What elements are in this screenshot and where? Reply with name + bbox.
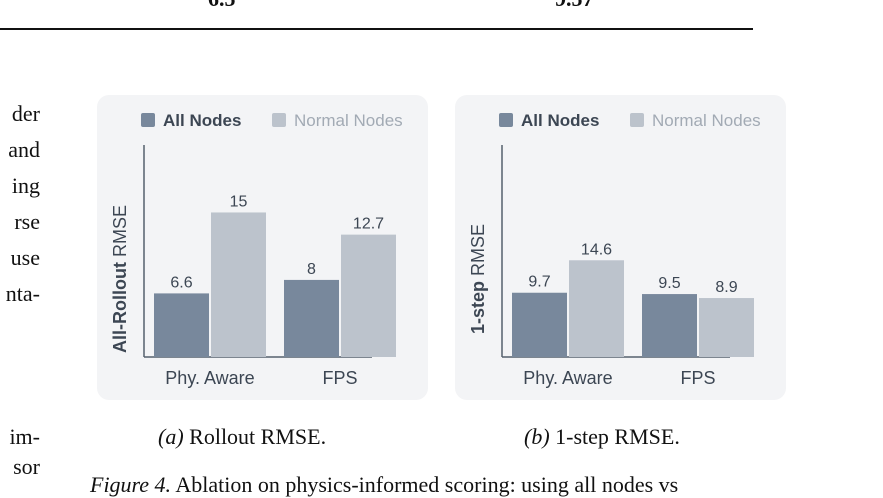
legend-swatch-all-nodes xyxy=(141,113,155,127)
body-line: ing xyxy=(11,173,40,198)
subcaption-a: (a) Rollout RMSE. xyxy=(158,424,326,450)
chart-rollout: All Nodes Normal Nodes All-Rollout RMSE 6.6… xyxy=(110,111,403,388)
data-label: 14.6 xyxy=(581,241,612,258)
subcaption-b-text: 1-step RMSE. xyxy=(549,424,680,449)
legend-label-all-nodes: All Nodes xyxy=(521,111,599,130)
chart-1step: All Nodes Normal Nodes 1-step RMSE 9.7 14.6 P… xyxy=(468,111,761,388)
bar-all-nodes-fps xyxy=(642,294,697,357)
legend: All Nodes Normal Nodes xyxy=(499,111,761,130)
bar-normal-nodes-phy-aware xyxy=(569,260,624,357)
legend-label-normal-nodes: Normal Nodes xyxy=(294,111,403,130)
bar-all-nodes-phy-aware xyxy=(512,292,567,357)
data-label: 9.5 xyxy=(658,275,680,292)
body-text-fragment-upper: der and ing rse use nta- xyxy=(0,96,40,312)
body-line: rse xyxy=(14,209,40,234)
body-text-fragment-lower: im- sor xyxy=(0,422,40,482)
body-line: and xyxy=(8,137,40,162)
bar-normal-nodes-fps xyxy=(699,298,754,357)
data-label: 8.9 xyxy=(715,279,737,296)
bar-normal-nodes-phy-aware xyxy=(211,212,266,357)
data-label: 15 xyxy=(230,193,248,210)
data-label: 9.7 xyxy=(528,274,550,291)
legend-swatch-normal-nodes xyxy=(630,113,644,127)
table-bottom-rule xyxy=(0,28,753,30)
body-line: nta- xyxy=(5,281,40,306)
legend-swatch-normal-nodes xyxy=(272,113,286,127)
data-label: 8 xyxy=(307,261,316,278)
body-line: sor xyxy=(13,454,40,479)
x-tick-label: FPS xyxy=(680,368,715,388)
data-label: 6.6 xyxy=(170,274,192,291)
bar-all-nodes-phy-aware xyxy=(154,293,209,357)
legend-label-all-nodes: All Nodes xyxy=(163,111,241,130)
body-line: der xyxy=(11,101,40,126)
data-label: 12.7 xyxy=(353,216,384,233)
figure-caption: Figure 4. Ablation on physics-informed s… xyxy=(90,472,678,498)
table-value-left: 6.5 xyxy=(208,0,236,10)
y-axis-label: 1-step RMSE xyxy=(468,224,488,334)
legend: All Nodes Normal Nodes xyxy=(141,111,403,130)
chart-panel-rollout: All Nodes Normal Nodes All-Rollout RMSE 6.6… xyxy=(97,95,428,400)
subcaption-a-text: Rollout RMSE. xyxy=(183,424,327,449)
body-line: use xyxy=(10,245,40,270)
x-tick-label: Phy. Aware xyxy=(165,368,254,388)
y-axis-label: All-Rollout RMSE xyxy=(110,205,130,353)
body-line: im- xyxy=(9,424,40,449)
legend-swatch-all-nodes xyxy=(499,113,513,127)
table-value-right: 9.57 xyxy=(555,0,594,10)
bar-all-nodes-fps xyxy=(284,279,339,357)
figure-caption-tag: Figure 4. xyxy=(90,472,172,497)
subcaption-b-tag: (b) xyxy=(524,424,550,449)
x-tick-label: FPS xyxy=(322,368,357,388)
legend-label-normal-nodes: Normal Nodes xyxy=(652,111,761,130)
bar-normal-nodes-fps xyxy=(341,234,396,357)
subcaption-b: (b) 1-step RMSE. xyxy=(524,424,680,450)
chart-panel-1step: All Nodes Normal Nodes 1-step RMSE 9.7 14.6 P… xyxy=(455,95,786,400)
x-tick-label: Phy. Aware xyxy=(523,368,612,388)
subcaption-a-tag: (a) xyxy=(158,424,184,449)
figure-caption-text: Ablation on physics-informed scoring: us… xyxy=(171,472,679,497)
